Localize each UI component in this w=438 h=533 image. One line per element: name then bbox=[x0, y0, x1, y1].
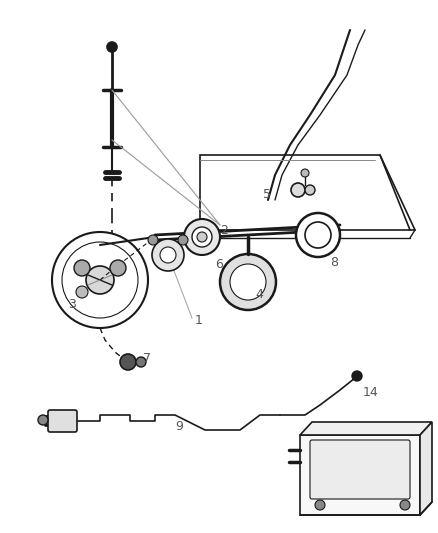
Circle shape bbox=[192, 227, 212, 247]
Circle shape bbox=[136, 357, 146, 367]
Polygon shape bbox=[420, 422, 432, 515]
Circle shape bbox=[305, 222, 331, 248]
Text: 7: 7 bbox=[143, 351, 151, 365]
Circle shape bbox=[148, 235, 158, 245]
Circle shape bbox=[184, 219, 220, 255]
Circle shape bbox=[400, 500, 410, 510]
Circle shape bbox=[74, 260, 90, 276]
Text: 4: 4 bbox=[255, 288, 263, 302]
FancyBboxPatch shape bbox=[48, 410, 77, 432]
Circle shape bbox=[301, 169, 309, 177]
Text: 8: 8 bbox=[330, 256, 338, 270]
Circle shape bbox=[178, 235, 188, 245]
Circle shape bbox=[86, 266, 114, 294]
Circle shape bbox=[107, 42, 117, 52]
Text: 14: 14 bbox=[363, 386, 379, 400]
Circle shape bbox=[76, 286, 88, 298]
Circle shape bbox=[220, 254, 276, 310]
Circle shape bbox=[305, 185, 315, 195]
Circle shape bbox=[291, 183, 305, 197]
Polygon shape bbox=[300, 422, 432, 435]
Circle shape bbox=[52, 232, 148, 328]
FancyBboxPatch shape bbox=[300, 435, 420, 515]
Text: 1: 1 bbox=[195, 313, 203, 327]
Circle shape bbox=[230, 264, 266, 300]
Text: 3: 3 bbox=[68, 298, 76, 311]
Circle shape bbox=[315, 500, 325, 510]
Circle shape bbox=[352, 371, 362, 381]
Text: 9: 9 bbox=[175, 421, 183, 433]
Polygon shape bbox=[200, 155, 410, 230]
Circle shape bbox=[160, 247, 176, 263]
Circle shape bbox=[110, 260, 126, 276]
Circle shape bbox=[296, 213, 340, 257]
Text: 2: 2 bbox=[220, 223, 228, 237]
Text: 6: 6 bbox=[215, 259, 223, 271]
Circle shape bbox=[197, 232, 207, 242]
FancyBboxPatch shape bbox=[310, 440, 410, 499]
Circle shape bbox=[38, 415, 48, 425]
Circle shape bbox=[152, 239, 184, 271]
Circle shape bbox=[120, 354, 136, 370]
Text: 5: 5 bbox=[263, 189, 271, 201]
Circle shape bbox=[62, 242, 138, 318]
